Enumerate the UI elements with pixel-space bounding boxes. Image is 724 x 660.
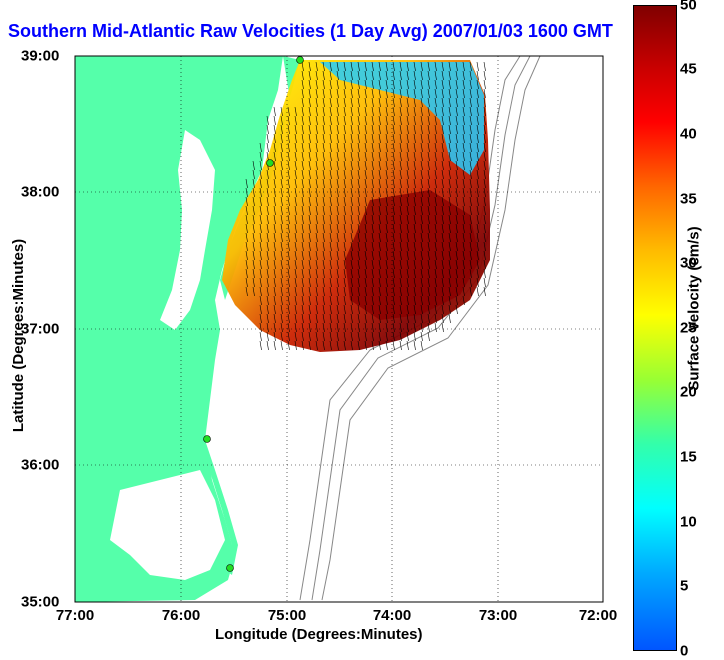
colorbar-tick: 20 — [680, 383, 697, 401]
pamlico-sound — [110, 470, 225, 580]
chesapeake-bay — [160, 130, 215, 330]
colorbar-tick: 35 — [680, 190, 697, 208]
colorbar — [633, 5, 677, 651]
y-tick: 38:00 — [21, 183, 60, 201]
high-velocity-core — [345, 190, 480, 320]
y-tick: 39:00 — [21, 47, 60, 65]
map-title: Southern Mid-Atlantic Raw Velocities (1 … — [8, 21, 613, 41]
x-tick: 76:00 — [161, 607, 201, 624]
radar-stations — [203, 56, 304, 572]
x-tick: 75:00 — [267, 607, 307, 624]
station-marker — [226, 564, 234, 572]
low-velocity-patch — [320, 62, 484, 175]
x-tick: 77:00 — [55, 607, 95, 624]
station-marker — [203, 435, 211, 443]
colorbar-tick: 15 — [680, 448, 697, 466]
velocity-vectors — [245, 61, 486, 351]
colorbar-tick: 40 — [680, 125, 697, 143]
outer-banks — [200, 440, 238, 575]
colorbar-tick: 5 — [680, 577, 689, 595]
y-tick: 35:00 — [21, 593, 60, 611]
x-tick: 74:00 — [372, 607, 412, 624]
y-axis-label: Latitude (Degrees:Minutes) — [10, 238, 28, 433]
x-tick: 73:00 — [478, 607, 518, 624]
y-tick: 37:00 — [21, 320, 60, 338]
y-tick: 36:00 — [21, 456, 60, 474]
colorbar-tick: 45 — [680, 60, 697, 78]
colorbar-label: Surface Velocity (cm/s) — [685, 226, 703, 391]
station-marker — [296, 56, 304, 64]
grid-lines — [75, 56, 603, 602]
station-marker — [266, 159, 274, 167]
colorbar-tick: 0 — [680, 642, 689, 660]
colorbar-tick: 25 — [680, 319, 697, 337]
colorbar-tick: 50 — [680, 0, 697, 14]
colorbar-tick: 10 — [680, 513, 697, 531]
x-tick: 72:00 — [578, 607, 618, 624]
x-axis-label: Longitude (Degrees:Minutes) — [215, 626, 423, 643]
colorbar-tick: 30 — [680, 254, 697, 272]
